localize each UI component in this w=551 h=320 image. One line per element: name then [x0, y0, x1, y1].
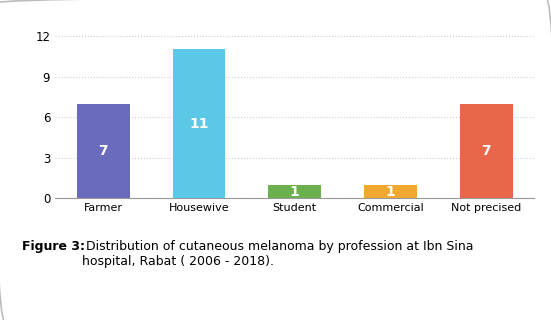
Text: 1: 1	[386, 185, 396, 199]
Text: Distribution of cutaneous melanoma by profession at Ibn Sina
hospital, Rabat ( 2: Distribution of cutaneous melanoma by pr…	[82, 240, 473, 268]
Text: 1: 1	[290, 185, 300, 199]
Bar	[460, 104, 512, 198]
Bar	[268, 185, 321, 198]
Text: Figure 3:: Figure 3:	[22, 240, 85, 253]
Text: 11: 11	[189, 117, 209, 131]
Bar	[77, 104, 129, 198]
Bar	[172, 50, 225, 198]
Text: 7: 7	[99, 144, 108, 158]
Text: 7: 7	[482, 144, 491, 158]
Bar	[364, 185, 417, 198]
